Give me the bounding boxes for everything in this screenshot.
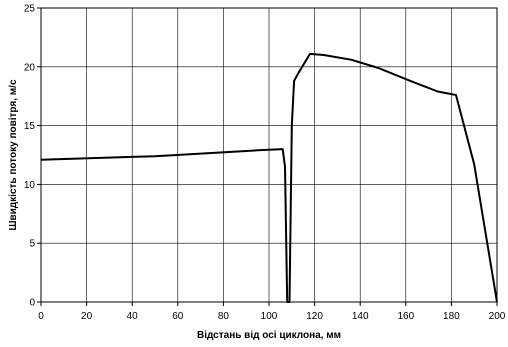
y-tick-label: 15 [24, 121, 36, 132]
x-tick-label: 160 [397, 311, 414, 322]
x-axis-ticks: 0 20 40 60 80 100 120 140 160 180 200 [38, 302, 506, 322]
series-layer [40, 52, 498, 303]
y-tick-label: 5 [29, 239, 35, 250]
grid-lines [40, 7, 498, 303]
x-tick-label: 40 [127, 311, 139, 322]
series-line-1 [40, 52, 498, 303]
x-tick-label: 20 [81, 311, 93, 322]
x-tick-label: 120 [306, 311, 323, 322]
x-tick-label: 140 [352, 311, 369, 322]
x-tick-label: 100 [261, 311, 278, 322]
x-tick-label: 180 [443, 311, 460, 322]
x-tick-label: 80 [218, 311, 230, 322]
x-tick-label: 0 [38, 311, 44, 322]
x-axis-label: Відстань від осі циклона, мм [197, 330, 341, 341]
y-axis-ticks: 0 5 10 15 20 25 [24, 4, 41, 309]
x-tick-label: 60 [172, 311, 184, 322]
y-tick-label: 0 [29, 298, 35, 309]
y-tick-label: 10 [24, 180, 36, 191]
y-tick-label: 20 [24, 62, 36, 73]
y-tick-label: 25 [24, 4, 36, 15]
y-axis-label: Швидкість потоку повітря, м/с [8, 79, 19, 230]
x-tick-label: 200 [489, 311, 506, 322]
